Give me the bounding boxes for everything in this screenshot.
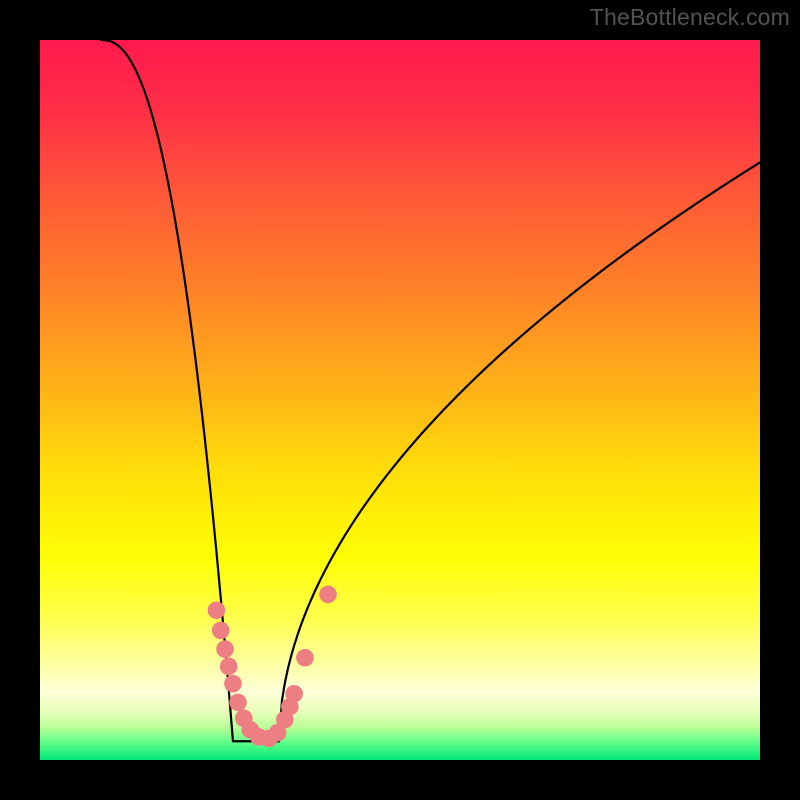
plot-background <box>40 40 760 760</box>
data-marker <box>220 658 238 676</box>
data-marker <box>319 586 337 604</box>
chart-svg <box>0 0 800 800</box>
data-marker <box>212 622 230 640</box>
data-marker <box>208 601 226 619</box>
watermark-text: TheBottleneck.com <box>590 4 790 31</box>
data-marker <box>216 640 234 658</box>
data-marker <box>229 694 247 712</box>
data-marker <box>224 675 242 693</box>
data-marker <box>296 649 314 667</box>
data-marker <box>285 685 303 703</box>
chart-stage: TheBottleneck.com <box>0 0 800 800</box>
